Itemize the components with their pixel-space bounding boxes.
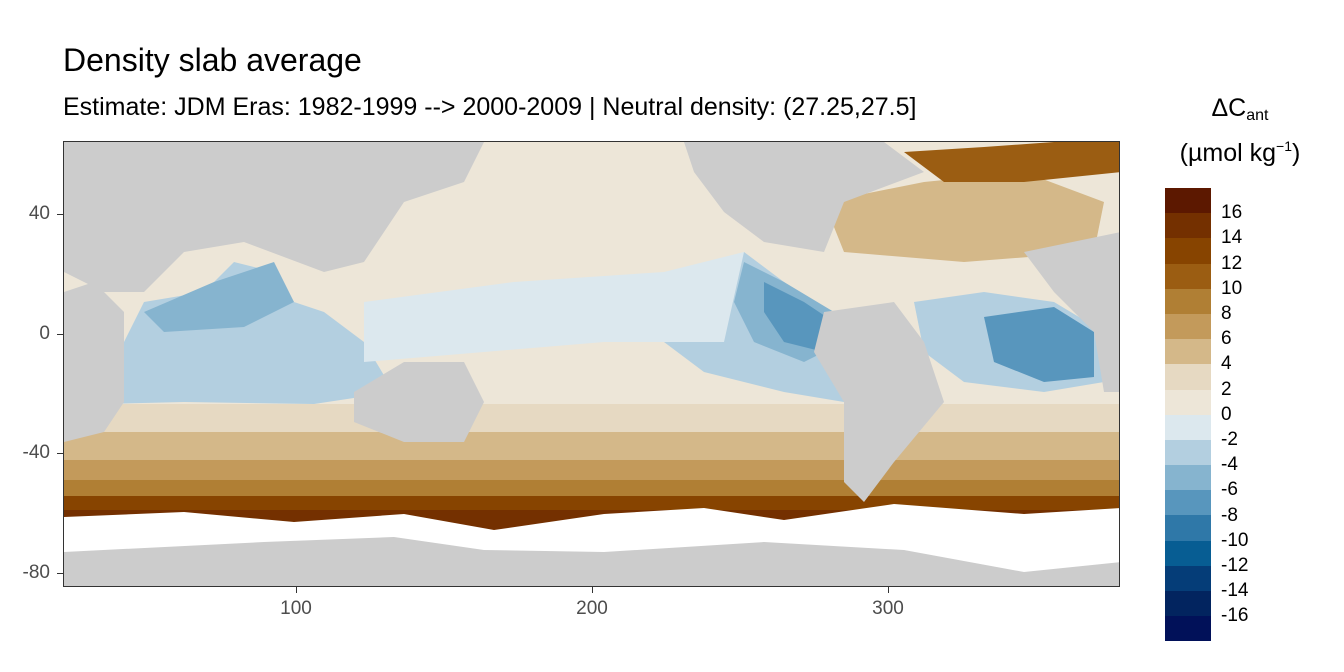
x-tick-label: 100 [280,598,312,619]
legend-unit-pre: (µmol kg [1179,139,1277,167]
band-south-5 [64,496,1119,512]
x-tick-mark-200 [592,587,593,593]
colorbar-swatch [1165,238,1211,264]
africa-land [64,282,124,442]
colorbar-swatch [1165,565,1211,591]
eurasia-land [64,142,484,292]
colorbar-swatch [1165,213,1211,239]
band-south-1 [64,404,1119,434]
colorbar-label: 12 [1221,252,1243,274]
plot-title: Density slab average [63,42,362,78]
colorbar-swatch [1165,515,1211,541]
colorbar-swatch [1165,540,1211,566]
colorbar-swatch [1165,288,1211,314]
band-south-3 [64,460,1119,482]
colorbar-label: -8 [1221,504,1238,526]
colorbar-label: 10 [1221,277,1243,299]
colorbar-label: 14 [1221,227,1243,249]
colorbar-swatch [1165,263,1211,289]
band-south-2 [64,432,1119,462]
colorbar-swatch [1165,313,1211,340]
colorbar-swatch [1165,414,1211,440]
x-tick-mark-300 [888,587,889,593]
north-america-land [684,142,924,252]
y-tick-mark-neg80 [57,573,63,574]
colorbar-swatch [1165,591,1211,617]
indian-ocean-blue [104,262,394,404]
colorbar-swatch [1165,188,1211,214]
colorbar-label: 8 [1221,303,1232,324]
indian-ocean-mid [144,262,294,332]
x-tick-mark-100 [296,587,297,593]
plot-subtitle: Estimate: JDM Eras: 1982-1999 --> 2000-2… [63,93,917,121]
colorbar-swatch [1165,490,1211,516]
x-tick-label: 200 [576,598,608,619]
map-panel [63,141,1120,587]
map-canvas [64,142,1119,586]
south-america-land [814,302,944,502]
colorbar-swatch [1165,389,1211,415]
colorbar-label: -2 [1221,429,1238,450]
colorbar [1165,188,1211,642]
colorbar-swatch [1165,616,1211,642]
y-tick-mark-0 [57,334,63,335]
colorbar-swatch [1165,339,1211,365]
y-tick-label: 40 [28,203,50,224]
colorbar-label: 6 [1221,328,1232,350]
australia-land [354,362,484,442]
colorbar-label: 4 [1221,353,1232,375]
colorbar-label: 2 [1221,378,1232,400]
colorbar-label: -14 [1221,580,1249,602]
colorbar-label: -16 [1221,605,1249,627]
y-tick-mark-neg40 [57,453,63,454]
colorbar-label: -10 [1221,529,1249,551]
colorbar-swatch [1165,364,1211,390]
legend-title-sub: ant [1246,107,1269,124]
colorbar-label: 0 [1221,403,1232,425]
colorbar-label: -4 [1221,454,1238,476]
y-tick-mark-40 [57,214,63,215]
colorbar-label: 16 [1221,202,1243,224]
central-pacific-light [364,252,744,362]
y-tick-label: -40 [22,442,50,463]
colorbar-label: -12 [1221,555,1249,576]
north-atlantic [824,172,1104,262]
band-south-4 [64,480,1119,498]
legend-unit-sup: −1 [1276,138,1292,154]
colorbar-swatch [1165,439,1211,466]
north-atlantic-high [904,142,1119,182]
legend-title-main: ΔC [1211,94,1247,122]
x-tick-label: 300 [872,598,904,619]
colorbar-swatch [1165,465,1211,491]
legend-unit-post: ) [1292,139,1301,167]
legend-title: ΔCant (µmol kg−1) [1165,86,1315,176]
colorbar-label: -6 [1221,479,1238,501]
y-tick-label: -80 [22,562,50,583]
antarctica-land [64,537,1119,586]
y-tick-label: 0 [39,323,50,344]
africa-east-land [1024,232,1119,392]
east-pacific-dark [764,282,834,352]
atlantic-dark [984,307,1094,382]
